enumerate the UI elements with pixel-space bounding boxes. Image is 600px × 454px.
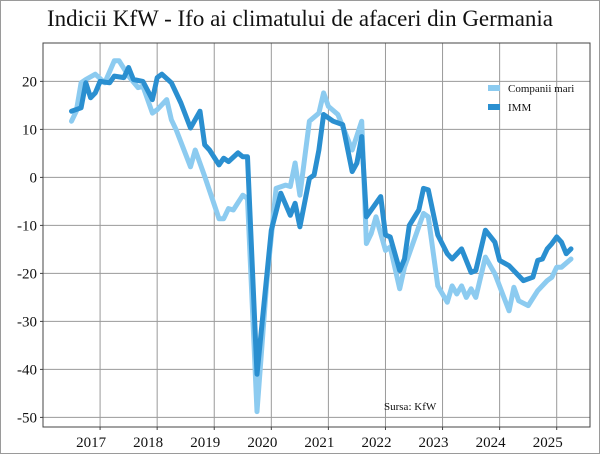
x-axis: 2017 2018 2019 2020 2021 2022 2023 2024 2025 bbox=[76, 427, 563, 451]
legend-label-imm: IMM bbox=[508, 102, 531, 114]
y-axis: 20 10 0 -10 -20 -30 -40 -50 bbox=[17, 74, 43, 426]
legend: Companii mari IMM bbox=[488, 83, 574, 114]
y-tick-label: -30 bbox=[17, 314, 37, 330]
y-tick-label: -40 bbox=[17, 362, 37, 378]
y-tick-label: 20 bbox=[22, 74, 37, 90]
x-tick-label: 2021 bbox=[304, 435, 334, 451]
legend-swatch-imm bbox=[488, 104, 500, 110]
plot-border bbox=[42, 42, 591, 428]
source-note: Sursa: KfW bbox=[384, 401, 437, 413]
x-tick-label: 2024 bbox=[476, 435, 507, 451]
series-line-companii-mari bbox=[69, 58, 574, 415]
y-tick-label: -20 bbox=[17, 266, 37, 282]
legend-label-companii-mari: Companii mari bbox=[508, 83, 574, 95]
y-tick-label: 10 bbox=[22, 122, 37, 138]
series-lines bbox=[69, 58, 574, 415]
x-tick-label: 2023 bbox=[419, 435, 449, 451]
chart-title: Indicii KfW - Ifo ai climatului de aface… bbox=[47, 6, 553, 31]
x-tick-label: 2020 bbox=[247, 435, 277, 451]
x-tick-label: 2017 bbox=[76, 435, 107, 451]
y-tick-label: -10 bbox=[17, 218, 37, 234]
x-tick-label: 2019 bbox=[190, 435, 220, 451]
x-tick-label: 2022 bbox=[361, 435, 391, 451]
x-tick-label: 2025 bbox=[533, 435, 563, 451]
legend-swatch-companii-mari bbox=[488, 85, 500, 91]
grid bbox=[43, 43, 590, 427]
y-tick-label: -50 bbox=[17, 410, 37, 426]
series-line-imm bbox=[69, 65, 574, 377]
x-tick-label: 2018 bbox=[133, 435, 163, 451]
y-tick-label: 0 bbox=[30, 170, 38, 186]
